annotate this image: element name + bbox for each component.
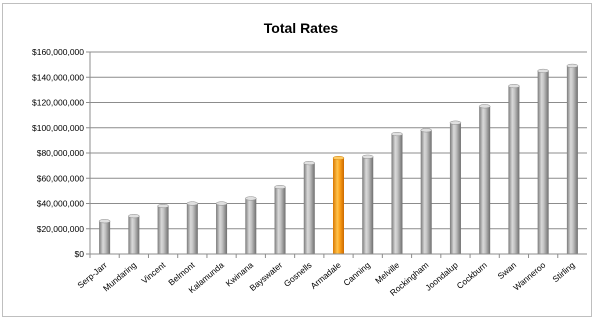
- bar-wanneroo: [537, 68, 549, 254]
- bar-kwinana: [245, 196, 257, 254]
- bar: [186, 203, 198, 254]
- y-tick-label: $80,000,000: [37, 148, 85, 158]
- bar: [362, 156, 374, 254]
- bar-vincent: [157, 203, 169, 254]
- y-axis: $0 $20,000,000 $40,000,000 $60,000,000 $80,0…: [32, 47, 91, 259]
- bar-cockburn: [478, 104, 491, 254]
- bar-armadale: [332, 156, 345, 254]
- y-tick-label: $60,000,000: [37, 173, 85, 183]
- bar: [303, 163, 315, 254]
- bar-cap: [245, 196, 257, 201]
- bar-stirling: [566, 63, 579, 254]
- bar: [391, 134, 403, 254]
- bar: [128, 216, 140, 254]
- bar-cap: [274, 185, 286, 190]
- x-tick-label: Armadale: [308, 260, 343, 291]
- x-tick-label: Cockburn: [455, 260, 490, 291]
- bars: [98, 63, 579, 255]
- x-tick-label: Wanneroo: [511, 260, 547, 293]
- bar-canning: [361, 154, 374, 254]
- bar-cap: [361, 154, 374, 159]
- x-tick-label: Stirling: [550, 260, 577, 285]
- bar-serp-jarr: [98, 219, 111, 254]
- bar-belmont: [186, 201, 199, 254]
- x-tick-label: Vincent: [139, 259, 168, 285]
- bar-kalamunda: [215, 201, 228, 254]
- bar-cap: [98, 219, 111, 224]
- bar: [566, 65, 578, 254]
- bar: [449, 122, 461, 254]
- y-tick-label: $140,000,000: [32, 72, 84, 82]
- bar: [99, 221, 111, 254]
- bar-cap: [478, 104, 491, 109]
- bar: [245, 198, 257, 254]
- y-tick-label: $20,000,000: [37, 224, 85, 234]
- bar-cap: [303, 161, 316, 166]
- x-tick-label: Canning: [341, 260, 372, 288]
- bar-joondalup: [449, 120, 462, 254]
- bar-cap: [128, 214, 140, 219]
- x-tick-label: Swan: [495, 260, 518, 282]
- bar: [479, 106, 491, 254]
- bar: [274, 187, 286, 254]
- bar: [420, 130, 432, 254]
- bar-swan: [508, 84, 520, 255]
- bar: [333, 158, 344, 254]
- bar-mundaring: [128, 214, 140, 254]
- bar-rockingham: [420, 128, 432, 254]
- x-tick-label: Joondalup: [423, 260, 460, 293]
- bar-melville: [391, 132, 403, 254]
- chart-title: Total Rates: [264, 20, 339, 36]
- y-tick-label: $40,000,000: [37, 199, 85, 209]
- bar-cap: [449, 120, 462, 125]
- bar-cap: [537, 68, 549, 73]
- bar-bayswater: [274, 185, 286, 254]
- y-tick-label: $120,000,000: [32, 98, 84, 108]
- bar: [216, 203, 228, 254]
- bar: [157, 206, 169, 254]
- bar-cap: [186, 201, 199, 206]
- y-tick-label: $160,000,000: [32, 47, 84, 57]
- bar-cap: [157, 203, 169, 209]
- bar-cap: [215, 201, 228, 206]
- bar-cap: [566, 63, 579, 68]
- bar-cap: [391, 132, 403, 137]
- y-tick-label: $100,000,000: [32, 123, 84, 133]
- chart-frame: [2, 3, 592, 317]
- bar: [508, 86, 520, 255]
- x-tick-label: Bayswater: [247, 260, 284, 293]
- bar-cap: [508, 84, 520, 89]
- bar-cap: [332, 156, 345, 161]
- bar-gosnells: [303, 161, 316, 254]
- bar: [537, 70, 549, 254]
- y-tick-label: $0: [75, 249, 85, 259]
- bar-cap: [420, 128, 432, 133]
